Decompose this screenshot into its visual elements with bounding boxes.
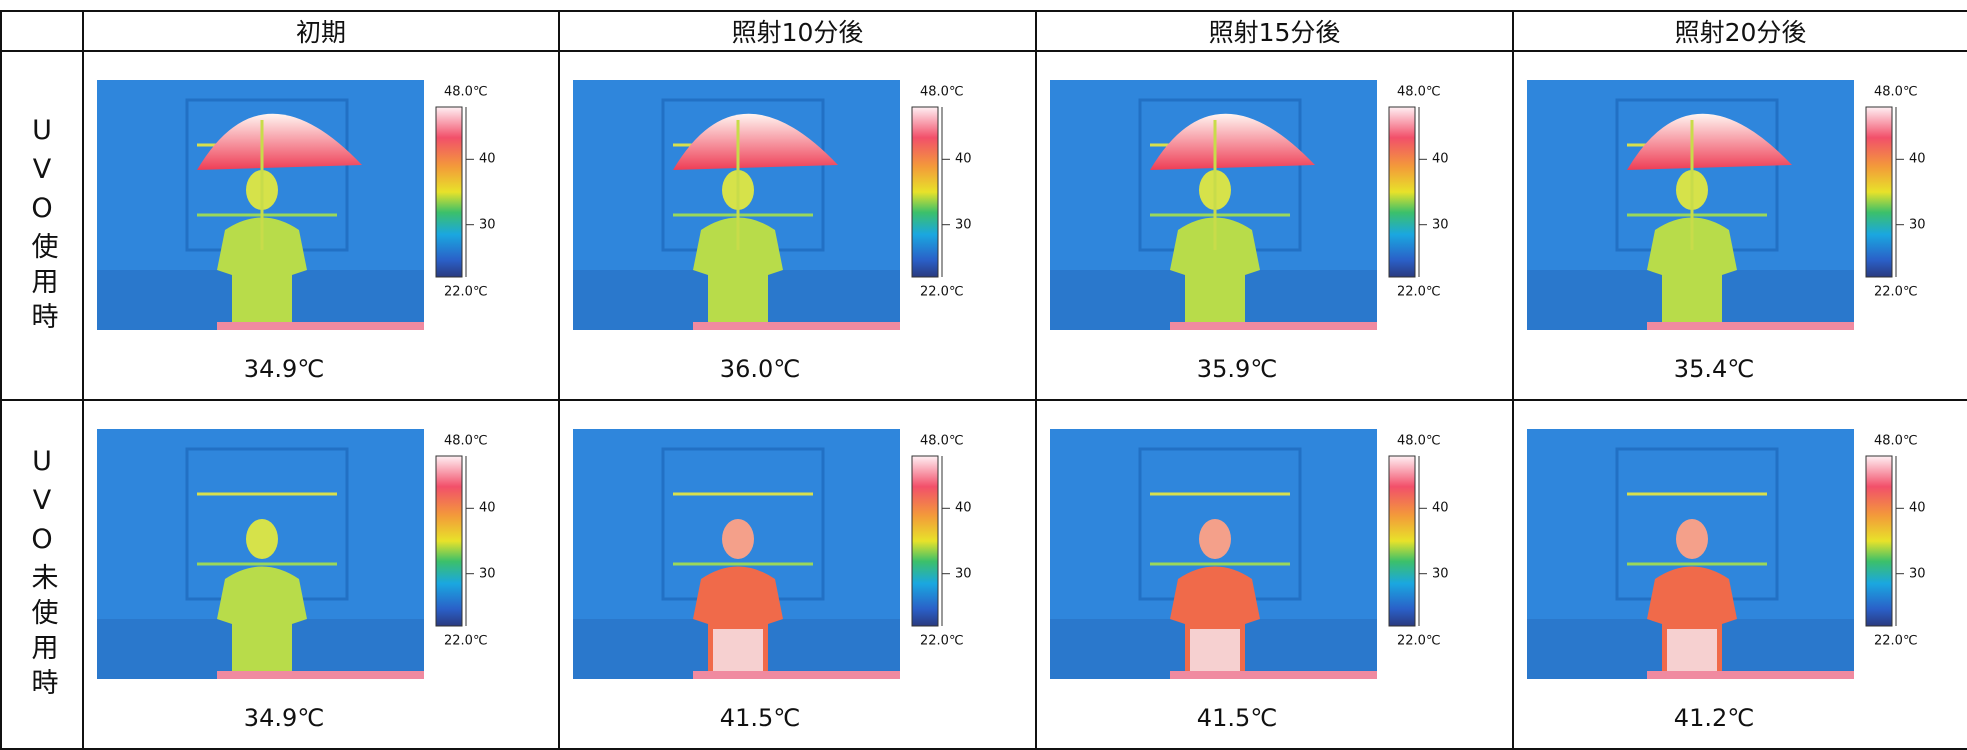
colorbar-tick-label: 30 [1909, 566, 1926, 582]
column-header: 初期 [82, 10, 560, 52]
image-cell: 40 30 48.0℃ 22.0℃ 36.0℃ [558, 50, 1037, 401]
colorbar-min-label: 22.0℃ [444, 633, 488, 649]
colorbar-max-label: 48.0℃ [1874, 84, 1918, 100]
colorbar-tick-label: 30 [479, 566, 496, 582]
colorbar [1388, 455, 1427, 627]
temperature: 35.9℃ [1196, 355, 1278, 383]
colorbar-min-label: 22.0℃ [1397, 633, 1441, 649]
thermal-image [573, 80, 900, 330]
temperature: 41.5℃ [719, 704, 801, 732]
image-cell: 40 30 48.0℃ 22.0℃ 41.5℃ [1035, 399, 1514, 750]
colorbar-tick-label: 40 [479, 500, 496, 516]
colorbar-tick-label: 30 [1909, 217, 1926, 233]
colorbar-max-label: 48.0℃ [920, 433, 964, 449]
image-cell: 40 30 48.0℃ 22.0℃ 34.9℃ [82, 50, 560, 401]
colorbar [1865, 455, 1904, 627]
colorbar-tick-label: 40 [955, 500, 972, 516]
temperature: 35.4℃ [1673, 355, 1755, 383]
colorbar-tick-label: 40 [1432, 151, 1449, 167]
colorbar [911, 106, 950, 278]
temperature: 34.9℃ [243, 704, 325, 732]
colorbar [1388, 106, 1427, 278]
colorbar [911, 455, 950, 627]
temperature: 34.9℃ [243, 355, 325, 383]
colorbar-tick-label: 40 [1909, 500, 1926, 516]
header-corner [0, 10, 84, 52]
image-cell: 40 30 48.0℃ 22.0℃ 35.4℃ [1512, 50, 1967, 401]
colorbar-tick-label: 30 [1432, 217, 1449, 233]
thermal-image [97, 429, 424, 679]
row-label: UVO使用時 [0, 50, 84, 401]
colorbar-min-label: 22.0℃ [1874, 284, 1918, 300]
thermal-image [1527, 429, 1854, 679]
image-cell: 40 30 48.0℃ 22.0℃ 34.9℃ [82, 399, 560, 750]
colorbar-max-label: 48.0℃ [444, 84, 488, 100]
colorbar-tick-label: 40 [479, 151, 496, 167]
colorbar-tick-label: 30 [955, 566, 972, 582]
colorbar-tick-label: 40 [1909, 151, 1926, 167]
colorbar-max-label: 48.0℃ [1397, 433, 1441, 449]
colorbar-tick-label: 30 [479, 217, 496, 233]
colorbar-tick-label: 30 [1432, 566, 1449, 582]
colorbar [435, 106, 474, 278]
column-header: 照射20分後 [1512, 10, 1967, 52]
thermal-image [573, 429, 900, 679]
image-cell: 40 30 48.0℃ 22.0℃ 41.2℃ [1512, 399, 1967, 750]
thermal-image [1050, 80, 1377, 330]
colorbar-min-label: 22.0℃ [1874, 633, 1918, 649]
colorbar-max-label: 48.0℃ [1874, 433, 1918, 449]
column-header: 照射10分後 [558, 10, 1037, 52]
temperature: 41.5℃ [1196, 704, 1278, 732]
temperature: 36.0℃ [719, 355, 801, 383]
thermal-image [1050, 429, 1377, 679]
colorbar-max-label: 48.0℃ [444, 433, 488, 449]
thermal-image [97, 80, 424, 330]
colorbar-max-label: 48.0℃ [1397, 84, 1441, 100]
row-label-text: UVO未使用時 [26, 446, 58, 703]
colorbar [1865, 106, 1904, 278]
thermal-image [1527, 80, 1854, 330]
colorbar-min-label: 22.0℃ [920, 284, 964, 300]
image-cell: 40 30 48.0℃ 22.0℃ 35.9℃ [1035, 50, 1514, 401]
colorbar-tick-label: 40 [955, 151, 972, 167]
colorbar-min-label: 22.0℃ [1397, 284, 1441, 300]
row-label-text: UVO使用時 [26, 114, 58, 337]
colorbar [435, 455, 474, 627]
colorbar-min-label: 22.0℃ [444, 284, 488, 300]
row-label: UVO未使用時 [0, 399, 84, 750]
colorbar-min-label: 22.0℃ [920, 633, 964, 649]
colorbar-tick-label: 30 [955, 217, 972, 233]
temperature: 41.2℃ [1673, 704, 1755, 732]
column-header: 照射15分後 [1035, 10, 1514, 52]
colorbar-tick-label: 40 [1432, 500, 1449, 516]
image-cell: 40 30 48.0℃ 22.0℃ 41.5℃ [558, 399, 1037, 750]
colorbar-max-label: 48.0℃ [920, 84, 964, 100]
